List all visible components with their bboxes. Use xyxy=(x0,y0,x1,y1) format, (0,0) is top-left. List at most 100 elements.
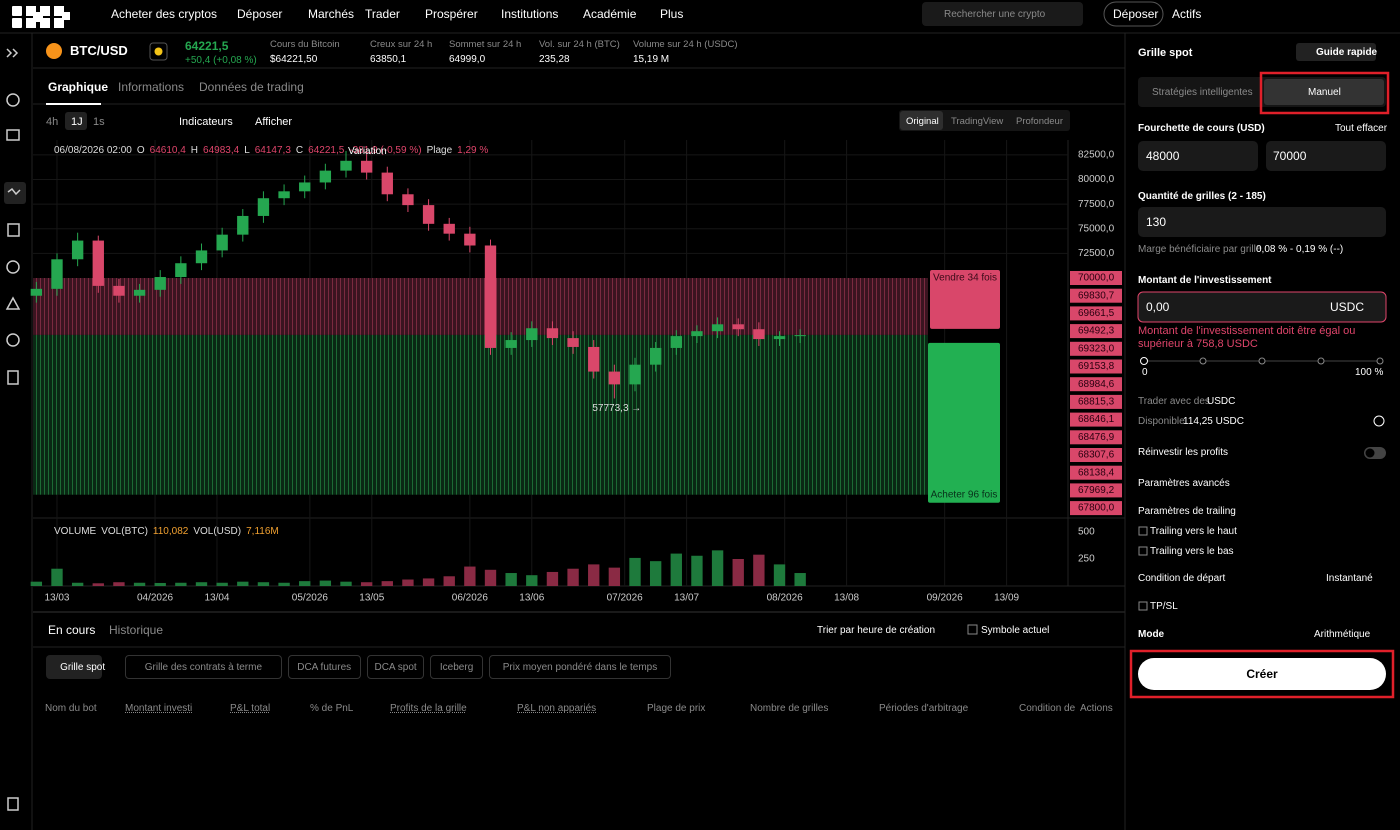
stat-value: 235,28 xyxy=(539,54,570,65)
field-label: Condition de départ xyxy=(1138,573,1226,584)
bot-type-chip[interactable]: Grille des contrats à terme xyxy=(125,655,282,679)
legend-key: VOL(BTC) xyxy=(101,526,148,537)
field-hint: Marge bénéficiaire par grille xyxy=(1138,244,1262,255)
checkbox[interactable] xyxy=(1138,546,1148,556)
legend-value: 7,116M xyxy=(246,526,279,537)
legend-key: H xyxy=(190,145,199,156)
chart-tab[interactable]: Graphique xyxy=(48,80,109,94)
interval[interactable]: 1s xyxy=(93,116,105,128)
guide-button[interactable] xyxy=(1296,43,1376,61)
favorite-button[interactable] xyxy=(149,42,168,61)
mode-tab[interactable]: Manuel xyxy=(1308,87,1341,98)
top-bar xyxy=(0,0,1400,33)
volume-bar xyxy=(711,550,724,586)
column-header: Actions xyxy=(1080,703,1113,714)
grid-level: 69661,5 xyxy=(1078,308,1115,319)
level-tag xyxy=(1070,394,1122,409)
create-button[interactable] xyxy=(1138,658,1386,690)
volume-bar xyxy=(71,582,84,586)
nav-link[interactable]: Déposer xyxy=(237,7,283,21)
input-high[interactable] xyxy=(1266,141,1386,171)
chart-tab[interactable]: Informations xyxy=(118,80,185,94)
volume-bar xyxy=(195,582,208,586)
grid-level: 68307,6 xyxy=(1078,450,1115,461)
pair-selector[interactable]: BTC/USD xyxy=(70,43,128,58)
view-option[interactable]: TradingView xyxy=(951,116,1004,127)
nav-link[interactable]: Académie xyxy=(583,7,637,21)
volume-bar xyxy=(546,571,559,586)
indicators-button[interactable]: Indicateurs xyxy=(179,116,233,128)
input-grids[interactable] xyxy=(1138,207,1386,237)
candle-body xyxy=(753,329,765,340)
level-tag xyxy=(1070,359,1122,374)
sell-box xyxy=(930,270,1000,329)
input-value[interactable]: 130 xyxy=(1146,215,1167,229)
bot-type-chip[interactable]: DCA futures xyxy=(287,655,361,679)
add-funds[interactable] xyxy=(1373,415,1385,427)
candle-body xyxy=(216,234,228,251)
candle-body xyxy=(794,335,806,337)
nav-link[interactable]: Institutions xyxy=(501,7,559,21)
mode-active[interactable] xyxy=(1264,79,1384,105)
checkbox-label[interactable]: Trailing vers le haut xyxy=(1150,526,1237,537)
chart-tab[interactable]: Données de trading xyxy=(199,80,304,94)
bot-type-chip[interactable]: Grille spot xyxy=(60,662,106,673)
input-value[interactable]: 70000 xyxy=(1273,149,1307,163)
nav-link[interactable]: Plus xyxy=(660,7,684,21)
grid-level: 68815,3 xyxy=(1078,397,1115,408)
volume-bar xyxy=(278,582,290,586)
currency-select[interactable]: USDC xyxy=(1207,396,1236,407)
x-tick-label: 09/2026 xyxy=(927,593,964,604)
sort-menu[interactable]: Trier par heure de création xyxy=(817,625,936,636)
deposit-button-label[interactable]: Déposer xyxy=(1113,7,1159,21)
toggle-knob xyxy=(1365,448,1375,458)
select-value[interactable]: Arithmétique xyxy=(1314,629,1371,640)
assets-menu[interactable]: Actifs xyxy=(1172,7,1202,21)
checkbox-label[interactable]: Trailing vers le bas xyxy=(1150,546,1234,557)
nav-link[interactable]: Acheter des cryptos xyxy=(111,7,218,21)
nav-link[interactable]: Prospérer xyxy=(425,7,478,21)
grid-level: 69830,7 xyxy=(1078,290,1115,301)
view-option[interactable]: Original xyxy=(906,116,939,127)
create-label[interactable]: Créer xyxy=(1246,667,1278,681)
view-option[interactable]: Profondeur xyxy=(1016,116,1064,127)
orders-tab[interactable]: Historique xyxy=(109,623,164,637)
orders-tab[interactable]: En cours xyxy=(48,623,96,637)
section-toggle[interactable]: Paramètres avancés xyxy=(1138,478,1230,489)
checkbox[interactable] xyxy=(967,624,978,635)
checkbox[interactable] xyxy=(1138,526,1148,536)
select-value[interactable]: Instantané xyxy=(1326,573,1373,584)
interval[interactable]: 4h xyxy=(46,116,59,128)
nav-link[interactable]: Trader xyxy=(365,7,400,21)
error-message: Montant de l'investissement doit être ég… xyxy=(1138,325,1356,350)
clear-button[interactable]: Tout effacer xyxy=(1335,123,1388,134)
input-amount[interactable] xyxy=(1137,291,1387,323)
symbol-filter[interactable]: Symbole actuel xyxy=(981,625,1050,636)
interval[interactable]: 1J xyxy=(71,116,83,128)
currency-select[interactable]: USDC xyxy=(1330,300,1365,314)
search-placeholder[interactable]: Rechercher une crypto xyxy=(944,9,1046,20)
display-button[interactable]: Afficher xyxy=(255,116,293,128)
bot-type-chip[interactable]: DCA spot xyxy=(366,655,425,679)
deposit-button[interactable] xyxy=(1103,1,1164,27)
input-low[interactable] xyxy=(1138,141,1258,171)
mode-tab[interactable]: Stratégies intelligentes xyxy=(1152,87,1253,98)
bot-type-chip[interactable]: Iceberg xyxy=(430,655,483,679)
candle-body xyxy=(629,364,641,385)
checkbox[interactable] xyxy=(1138,601,1148,611)
buy-box xyxy=(928,342,1000,503)
input-value[interactable]: 0,00 xyxy=(1146,300,1170,314)
legend-value: 64610,4 xyxy=(149,145,186,156)
guide-label[interactable]: Guide rapide xyxy=(1316,47,1378,58)
nav-link[interactable]: Marchés xyxy=(308,7,355,21)
legend-key: VOL(USD) xyxy=(193,526,242,537)
volume-bar xyxy=(299,581,311,586)
input-value[interactable]: 48000 xyxy=(1146,149,1180,163)
bot-type-chip[interactable]: Prix moyen pondéré dans le temps xyxy=(488,655,672,679)
checkbox-label[interactable]: TP/SL xyxy=(1150,601,1178,612)
volume-bar xyxy=(237,581,249,586)
search-box[interactable] xyxy=(922,2,1083,26)
legend-key: L xyxy=(244,145,250,156)
